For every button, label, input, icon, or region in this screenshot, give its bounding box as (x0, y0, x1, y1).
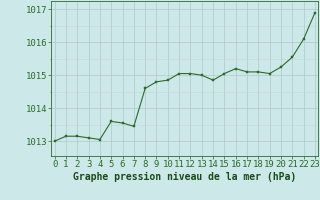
X-axis label: Graphe pression niveau de la mer (hPa): Graphe pression niveau de la mer (hPa) (73, 172, 296, 182)
